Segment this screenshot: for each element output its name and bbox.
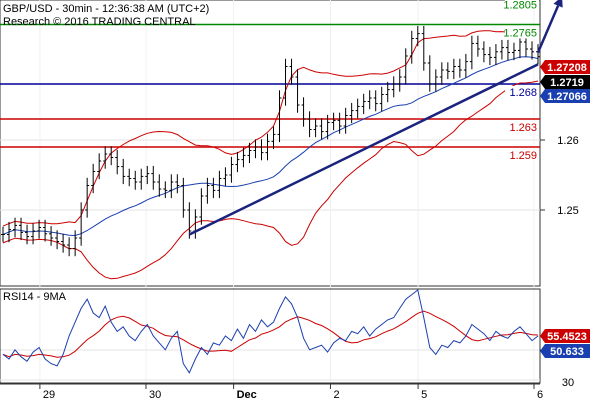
- price-tick-label: 1.26: [557, 135, 578, 147]
- last-price-tag-pointer: [540, 75, 545, 89]
- time-tick-label: 5: [421, 389, 427, 400]
- chart-title: GBP/USD - 30min - 12:36:38 AM (UTC+2): [3, 3, 209, 15]
- rsi-ma-line: [2, 310, 539, 358]
- level-label-bg: [505, 0, 539, 11]
- projection-arrow: [536, 5, 560, 53]
- moving-average-line: [2, 56, 539, 237]
- rsi-panel: RSI14 - 9MA 30 55.4523 50.633: [0, 288, 590, 389]
- pivot-level-label: 1.268: [509, 87, 537, 99]
- level-label-bg: [505, 86, 539, 98]
- bollinger-lower-band: [2, 80, 539, 280]
- rsi-tag-pointer: [540, 344, 545, 358]
- rsi-ma-tag-label: 55.4523: [547, 331, 587, 343]
- level-label-bg: [505, 149, 539, 161]
- time-tick-label: 29: [43, 389, 55, 400]
- level-label-bg: [505, 121, 539, 133]
- rsi-line: [2, 289, 539, 374]
- rsi-tag-bg: [545, 344, 590, 358]
- time-tick-label: 6: [537, 389, 543, 400]
- support-level-label: 1.259: [509, 150, 537, 162]
- research-credit: Research © 2016 TRADING CENTRAL: [3, 16, 196, 28]
- rsi-tag-label: 50.633: [550, 346, 584, 358]
- time-tick-label: 30: [149, 389, 161, 400]
- upper-band-tag-pointer: [540, 60, 545, 74]
- rsi-title: RSI14 - 9MA: [3, 291, 67, 303]
- upper-band-tag-label: 1.27208: [547, 62, 587, 74]
- lower-band-tag-label: 1.27066: [547, 91, 587, 103]
- upper-band-tag-bg: [545, 60, 590, 74]
- resistance-level-label: 1.2805: [503, 0, 537, 12]
- bollinger-upper-band: [2, 29, 539, 227]
- price-tick-label: 1.25: [557, 205, 578, 217]
- resistance-level-label: 1.2765: [503, 28, 537, 40]
- last-price-tag-label: 1.2719: [550, 77, 584, 89]
- rsi-tag: 50.633: [540, 344, 590, 358]
- last-price-tag: 1.2719: [540, 75, 590, 89]
- lower-band-tag-bg: [545, 89, 590, 103]
- upper-band-tag: 1.27208: [540, 60, 590, 74]
- rsi-tick-label: 30: [562, 377, 574, 389]
- time-axis: 29 30 Dec 2 5 6: [0, 383, 543, 400]
- lower-band-tag-pointer: [540, 89, 545, 103]
- rsi-ma-tag: 55.4523: [540, 329, 590, 343]
- support-level-label: 1.263: [509, 122, 537, 134]
- time-tick-label: Dec: [237, 389, 257, 400]
- last-price-tag-bg: [545, 75, 590, 89]
- rsi-panel-border: [0, 288, 541, 384]
- projection-arrow-head: [553, 0, 563, 8]
- rsi-ma-tag-pointer: [540, 329, 545, 343]
- level-label-bg: [505, 26, 539, 39]
- rsi-ma-tag-bg: [545, 329, 590, 343]
- support-trendline: [188, 63, 539, 236]
- main-panel-border: [0, 0, 541, 287]
- time-tick-label: 2: [333, 389, 339, 400]
- lower-band-tag: 1.27066: [540, 89, 590, 103]
